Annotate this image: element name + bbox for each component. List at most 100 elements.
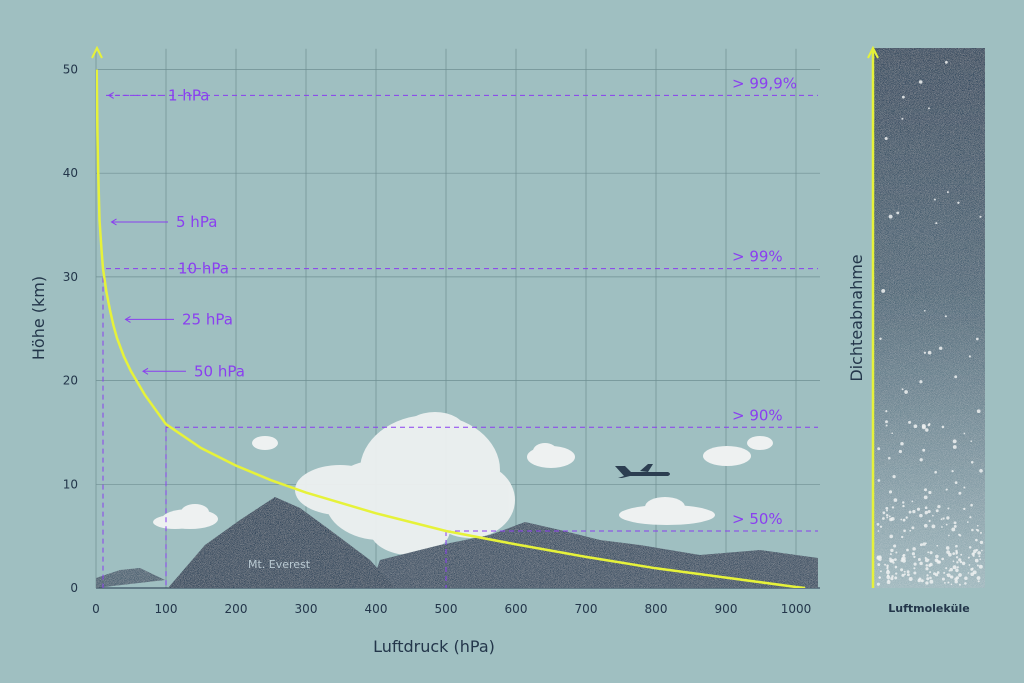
molecule-dot-171	[949, 567, 953, 572]
molecule-dot-116	[942, 517, 945, 520]
molecule-dot-50	[885, 424, 888, 427]
molecule-dot-115	[909, 529, 912, 532]
molecule-dot-251	[946, 550, 950, 554]
molecule-dot-10	[946, 191, 949, 194]
molecule-dot-261	[941, 577, 945, 581]
molecule-dot-101	[902, 501, 905, 504]
molecule-dot-11	[979, 215, 982, 218]
molecule-dot-8	[888, 214, 893, 219]
molecule-dot-152	[890, 548, 894, 553]
molecule-dot-4	[945, 60, 948, 64]
molecule-dot-231	[918, 577, 922, 581]
molecule-dot-193	[950, 583, 953, 586]
molecule-dot-54	[888, 490, 893, 494]
molecule-dot-199	[964, 576, 968, 581]
y-axis-arrow	[91, 45, 103, 59]
molecule-dot-221	[955, 549, 958, 553]
molecule-dot-232	[941, 557, 945, 561]
molecule-dot-179	[894, 558, 897, 561]
molecule-dot-34	[970, 440, 973, 443]
molecule-dot-206	[956, 561, 959, 564]
molecule-dot-60	[921, 424, 926, 428]
molecule-dot-20	[975, 337, 979, 341]
molecule-dot-155	[981, 549, 983, 552]
percent-label-1: > 99%	[732, 248, 783, 266]
molecule-dot-112	[893, 498, 898, 502]
molecule-dot-183	[929, 551, 933, 555]
molecule-dot-243	[933, 572, 936, 576]
molecule-dot-81	[879, 525, 883, 528]
molecule-dot-170	[955, 556, 959, 559]
x-tick-labels: 0 100 200 300 400 500 600 700 800 900 1000	[92, 602, 811, 616]
x-tick-label-0: 0	[92, 602, 100, 616]
molecule-dot-64	[882, 517, 885, 520]
molecule-dot-86	[886, 509, 888, 512]
molecule-dot-2	[884, 136, 888, 141]
molecule-dot-185	[929, 571, 932, 574]
molecule-dot-3	[918, 80, 923, 84]
molecule-dot-76	[911, 500, 914, 503]
cloud-small-4	[619, 497, 715, 525]
molecule-dot-84	[968, 546, 972, 549]
anno-label-2: 10 hPa	[178, 260, 229, 278]
molecule-dot-82	[912, 509, 916, 514]
molecule-dot-237	[878, 576, 881, 579]
molecule-dot-66	[947, 507, 950, 510]
molecule-dot-17	[944, 315, 947, 318]
molecule-dot-212	[977, 551, 981, 555]
guide-lines	[102, 94, 818, 588]
molecule-dot-62	[954, 481, 958, 484]
molecule-dot-53	[970, 460, 974, 464]
density-column	[873, 48, 985, 588]
anno-arrow-3	[124, 315, 131, 323]
molecule-dot-44	[941, 425, 945, 429]
molecule-dot-236	[978, 555, 981, 558]
molecule-dot-135	[906, 548, 909, 552]
molecule-dot-111	[945, 546, 950, 550]
density-caption: Luftmoleküle	[888, 602, 970, 615]
cloud-small-3	[527, 443, 575, 468]
x-tick-label-1000: 1000	[781, 602, 812, 616]
molecule-dot-24	[904, 390, 908, 394]
molecule-dot-187	[927, 551, 930, 554]
molecule-dot-250	[971, 552, 975, 556]
molecule-dot-68	[976, 524, 979, 527]
molecule-dot-120	[882, 511, 886, 515]
molecule-dot-146	[886, 564, 889, 567]
molecule-dot-268	[924, 556, 927, 560]
molecule-dot-123	[891, 506, 895, 509]
molecule-dot-164	[977, 580, 980, 583]
molecule-dot-189	[958, 573, 962, 577]
molecule-dot-177	[892, 561, 895, 564]
molecule-dot-235	[973, 549, 977, 553]
molecule-dot-169	[908, 577, 913, 581]
molecule-dot-30	[877, 447, 881, 451]
molecule-dot-216	[929, 562, 933, 567]
molecule-dot-220	[947, 581, 950, 584]
molecule-dot-19	[919, 380, 923, 384]
molecule-dot-128	[924, 510, 929, 515]
y-tick-label-0: 0	[70, 581, 78, 595]
molecule-dot-217	[955, 576, 960, 580]
molecule-dot-52	[922, 448, 926, 452]
molecule-dot-97	[890, 516, 895, 521]
x-tick-label-600: 600	[505, 602, 528, 616]
molecule-dot-129	[903, 529, 906, 533]
molecule-dot-131	[928, 519, 931, 523]
molecule-dot-21	[927, 350, 932, 355]
molecule-dot-195	[979, 558, 982, 561]
molecule-dot-103	[941, 526, 943, 528]
molecule-dot-104	[924, 506, 928, 510]
molecule-dot-74	[885, 506, 889, 510]
molecule-dot-136	[952, 560, 955, 563]
molecule-dot-35	[892, 474, 896, 479]
molecule-dot-48	[951, 469, 954, 473]
y-tick-label-50: 50	[63, 63, 78, 77]
molecule-dot-39	[963, 486, 966, 489]
molecule-dot-226	[948, 552, 952, 557]
molecule-dot-49	[913, 424, 918, 429]
molecule-dot-12	[933, 198, 936, 201]
molecule-dot-133	[952, 552, 956, 555]
molecule-dot-28	[898, 449, 903, 454]
molecule-dot-160	[974, 558, 979, 563]
